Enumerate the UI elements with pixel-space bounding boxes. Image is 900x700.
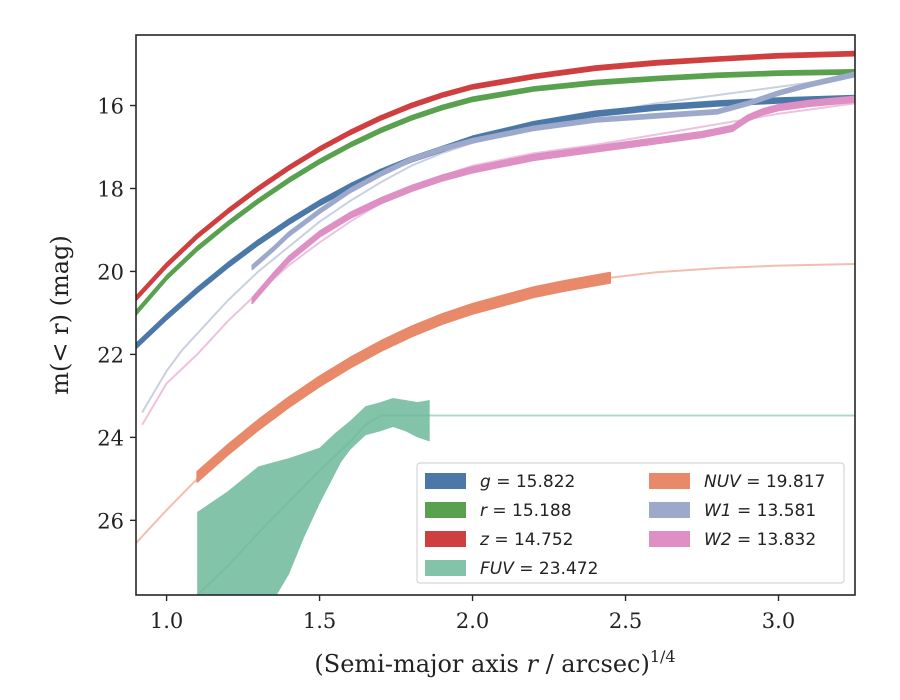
y-tick-label: 16 — [97, 95, 124, 119]
legend-swatch-r — [425, 502, 466, 518]
legend-label-z: z = 14.752 — [479, 530, 573, 550]
series-layer — [136, 50, 855, 595]
x-tick-label: 1.0 — [150, 609, 183, 633]
y-axis-label: m(< r) (mag) — [46, 235, 74, 394]
legend-swatch-nuv — [649, 473, 690, 489]
legend-entries: g = 15.822 r = 15.188 z = 14.752 FUV = 23.4… — [425, 472, 825, 579]
legend: g = 15.822 r = 15.188 z = 14.752 FUV = 23.4… — [416, 462, 845, 584]
axes-frame — [135, 34, 856, 596]
fuv-profile-band — [197, 398, 430, 595]
legend-swatch-z — [425, 531, 466, 547]
y-tick-label: 26 — [97, 509, 124, 533]
x-tick-label: 2.5 — [609, 609, 642, 633]
legend-label-w1: W1 = 13.581 — [704, 501, 816, 521]
legend-swatch-g — [425, 473, 466, 489]
nuv-profile-band — [196, 271, 611, 483]
legend-label-r: r = 15.188 — [480, 501, 572, 521]
x-tick-label: 1.5 — [303, 609, 336, 633]
legend-swatch-fuv — [425, 560, 466, 576]
y-tick-label: 22 — [97, 343, 124, 367]
legend-label-nuv: NUV = 19.817 — [704, 472, 825, 492]
w2-profile-band — [251, 95, 855, 305]
r-profile-band — [136, 69, 855, 316]
y-tick-label: 24 — [97, 426, 124, 450]
y-tick-label: 18 — [97, 177, 124, 201]
legend-label-w2: W2 = 13.832 — [704, 530, 816, 550]
legend-label-g: g = 15.822 — [480, 472, 575, 492]
legend-swatch-w2 — [649, 531, 690, 547]
g-profile-band — [136, 94, 855, 350]
legend-swatch-w1 — [649, 502, 690, 518]
w1-profile-band — [251, 71, 855, 271]
x-tick-label: 2.0 — [456, 609, 489, 633]
x-axis-label: (Semi-major axis r / arcsec)1/4 — [314, 647, 675, 678]
ticks-layer: 1.0 1.5 2.0 2.5 3.0 16 18 20 22 24 26 — [97, 95, 795, 633]
x-tick-label: 3.0 — [762, 609, 795, 633]
legend-frame — [416, 462, 845, 584]
z-profile-band — [136, 50, 855, 302]
y-tick-label: 20 — [97, 260, 124, 284]
w1-model-line — [141, 75, 855, 414]
legend-label-fuv: FUV = 23.472 — [480, 559, 598, 579]
